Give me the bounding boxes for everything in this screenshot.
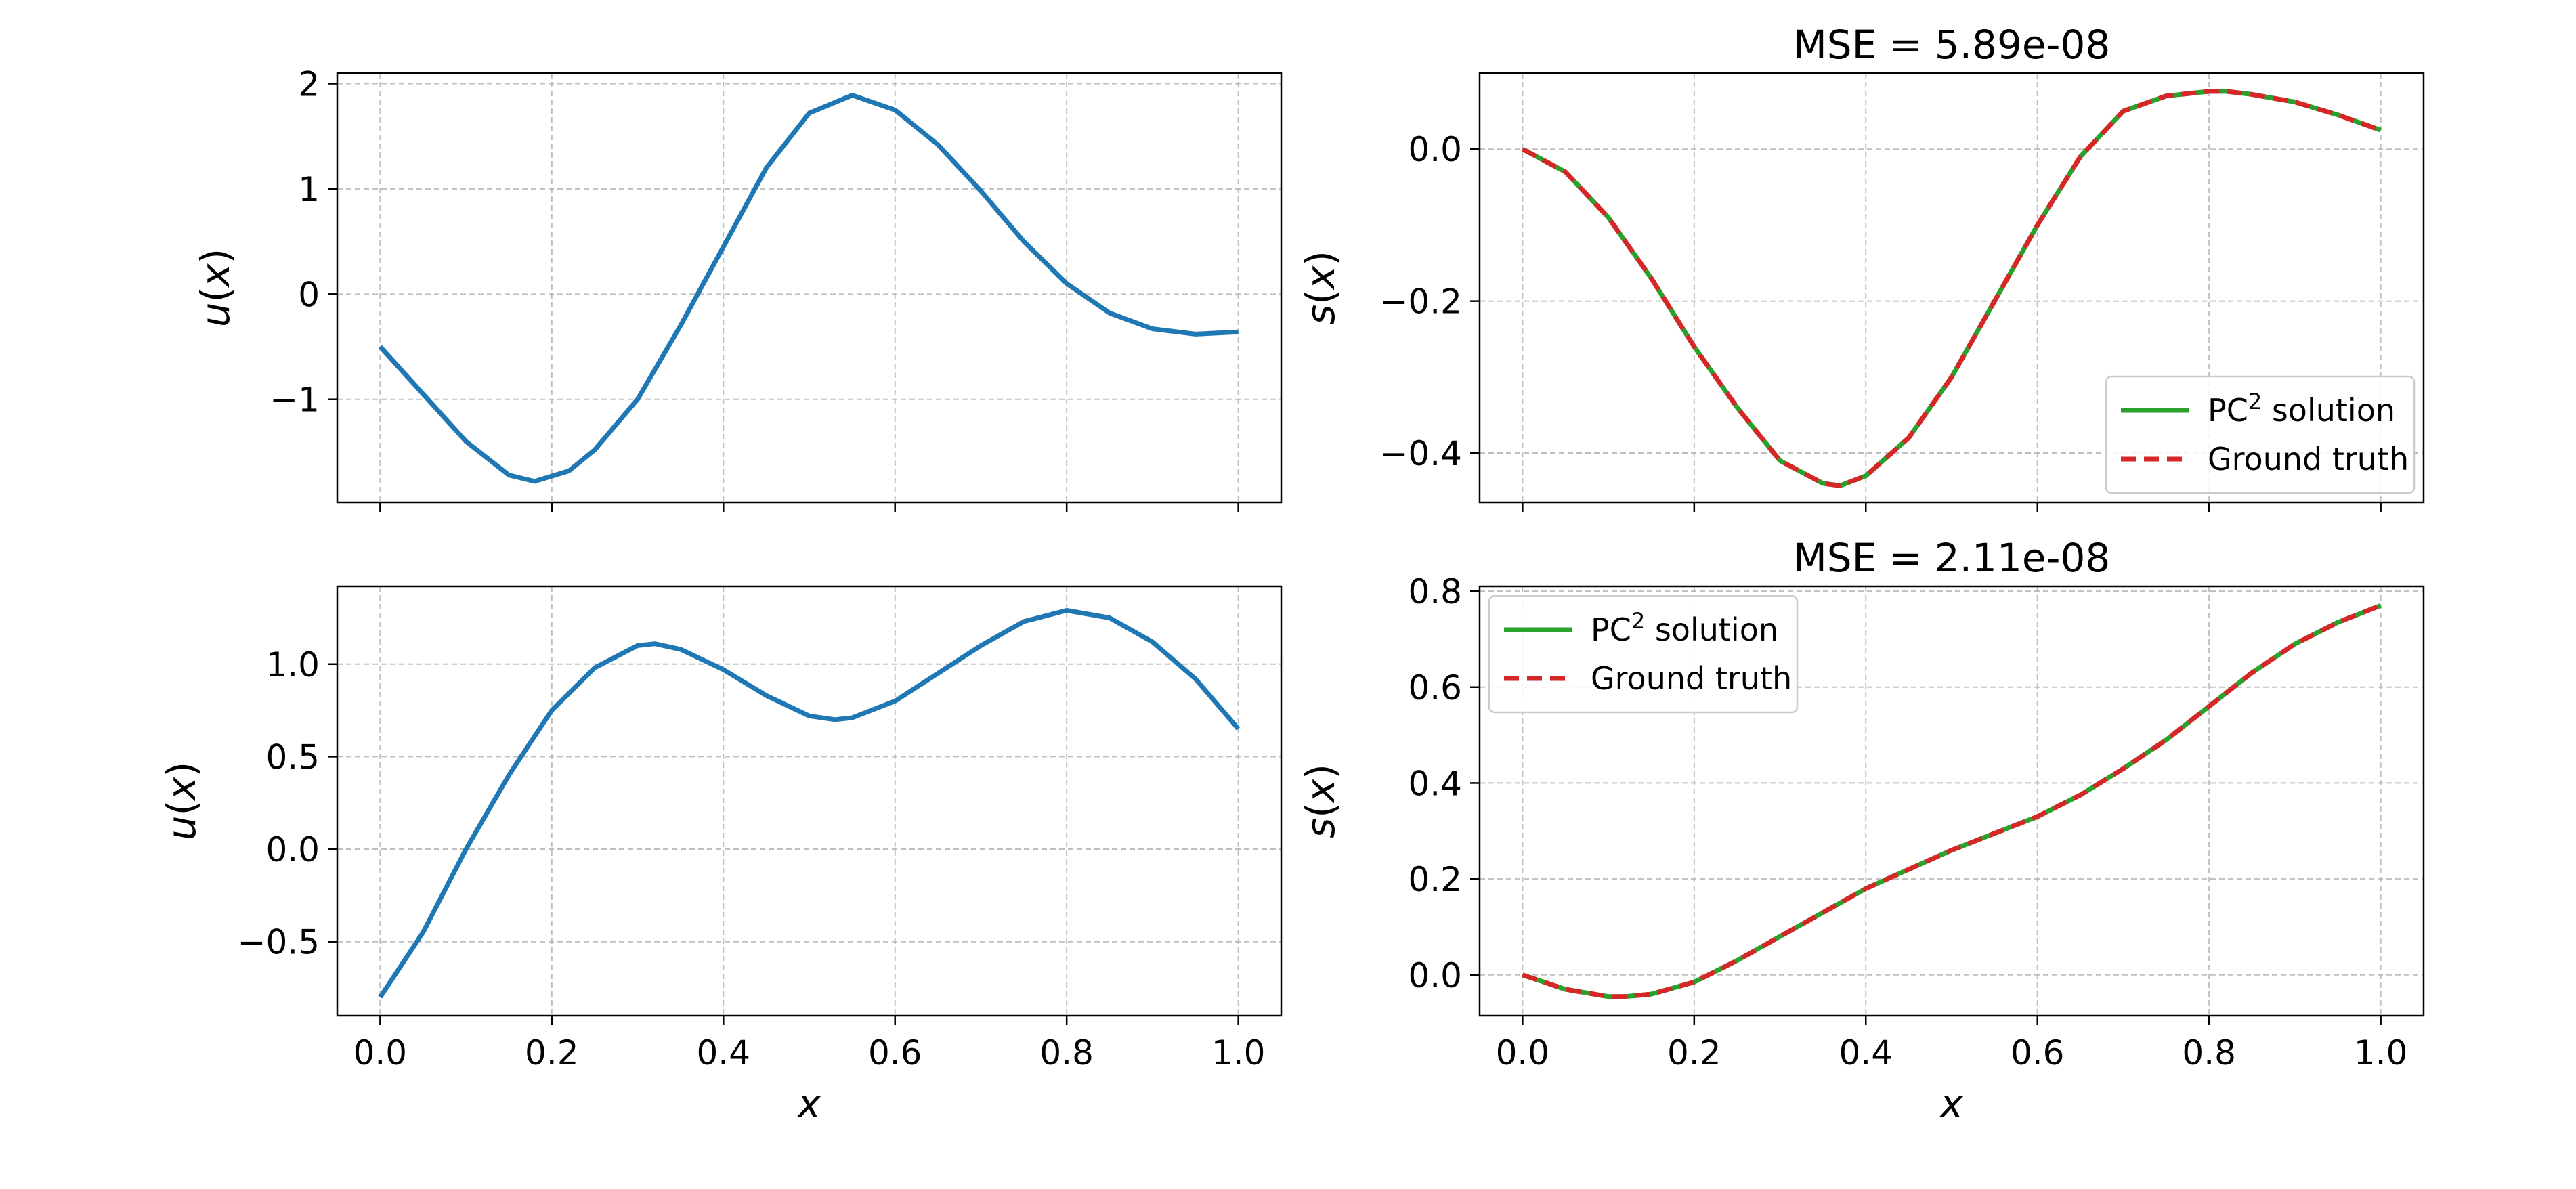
- x-tick-label: 0.8: [2182, 1033, 2236, 1073]
- y-tick-label: 0.8: [1408, 572, 1462, 611]
- y-tick-label: 0.6: [1408, 668, 1462, 708]
- legend-label: Ground truth: [2208, 441, 2409, 477]
- x-axis-label: x: [1939, 1081, 1964, 1127]
- x-tick-label: 0.6: [868, 1033, 922, 1073]
- axes-frame: [1478, 72, 2425, 504]
- y-axis-label: u(x): [158, 762, 205, 840]
- y-tick-label: 0.2: [1408, 860, 1462, 899]
- series-line-ground-truth: [1522, 603, 2382, 999]
- x-tick-label: 0.4: [697, 1033, 751, 1073]
- panel-top-left: −1 0 1 2 u(x): [192, 65, 1283, 512]
- y-tick-label: 0.0: [1408, 130, 1462, 169]
- x-tick-label: 0.0: [353, 1033, 408, 1073]
- y-tick-label: 1: [298, 170, 320, 209]
- y-tick-label: 0.4: [1408, 764, 1462, 803]
- axes-frame: [336, 72, 1283, 504]
- x-tick-label: 0.4: [1839, 1033, 1893, 1073]
- series-line-u: [378, 93, 1239, 484]
- y-tick-label: 0: [298, 275, 320, 314]
- legend-box: [2105, 375, 2416, 494]
- panel-bottom-right: 0.0 0.2 0.4 0.6 0.8 1.0 0.0 0.2 0.4 0.6 0.8 MSE = 2…: [1297, 535, 2425, 1127]
- series-line-ground-truth: [1521, 89, 2382, 488]
- x-axis-label: x: [796, 1081, 821, 1127]
- x-tick-label: 0.2: [1667, 1033, 1721, 1073]
- legend-label: Ground truth: [1591, 660, 1792, 697]
- panel-bottom-left: 0.0 0.2 0.4 0.6 0.8 1.0 −0.5 0.0 0.5 1.0 x u(x): [158, 585, 1283, 1127]
- panel-title: MSE = 5.89e-08: [1793, 22, 2111, 68]
- y-tick-label: 1.0: [265, 645, 320, 685]
- y-tick-label: 2: [298, 65, 320, 104]
- series-line-u: [378, 608, 1241, 999]
- y-axis-label: s(x): [1297, 764, 1344, 838]
- y-tick-label: −0.2: [1380, 282, 1462, 322]
- legend: PC2 solution Ground truth: [2105, 375, 2416, 494]
- x-tick-label: 1.0: [1211, 1033, 1266, 1073]
- legend: PC2 solution Ground truth: [1488, 594, 1799, 714]
- y-tick-label: −0.5: [238, 923, 320, 962]
- y-tick-label: 0.5: [265, 737, 320, 777]
- panel-title: MSE = 2.11e-08: [1793, 535, 2111, 581]
- y-tick-label: −0.4: [1380, 434, 1462, 473]
- x-tick-label: 1.0: [2354, 1033, 2408, 1073]
- x-tick-label: 0.0: [1496, 1033, 1550, 1073]
- y-axis-label: u(x): [192, 248, 238, 327]
- y-tick-label: −1: [270, 381, 320, 420]
- axes-frame: [1478, 585, 2425, 1017]
- y-tick-label: 0.0: [265, 830, 320, 869]
- x-tick-label: 0.6: [2011, 1033, 2065, 1073]
- y-tick-label: 0.0: [1408, 956, 1462, 995]
- legend-label: PC2 solution: [2208, 389, 2395, 429]
- legend-box: [1488, 594, 1799, 714]
- legend-label: PC2 solution: [1591, 608, 1778, 648]
- axes-frame: [336, 585, 1283, 1017]
- x-tick-label: 0.2: [525, 1033, 579, 1073]
- y-axis-label: s(x): [1297, 251, 1344, 325]
- x-tick-label: 0.8: [1039, 1033, 1094, 1073]
- panel-top-right: −0.4 −0.2 0.0 MSE = 5.89e-08 s(x) PC2 solutio…: [1297, 22, 2425, 512]
